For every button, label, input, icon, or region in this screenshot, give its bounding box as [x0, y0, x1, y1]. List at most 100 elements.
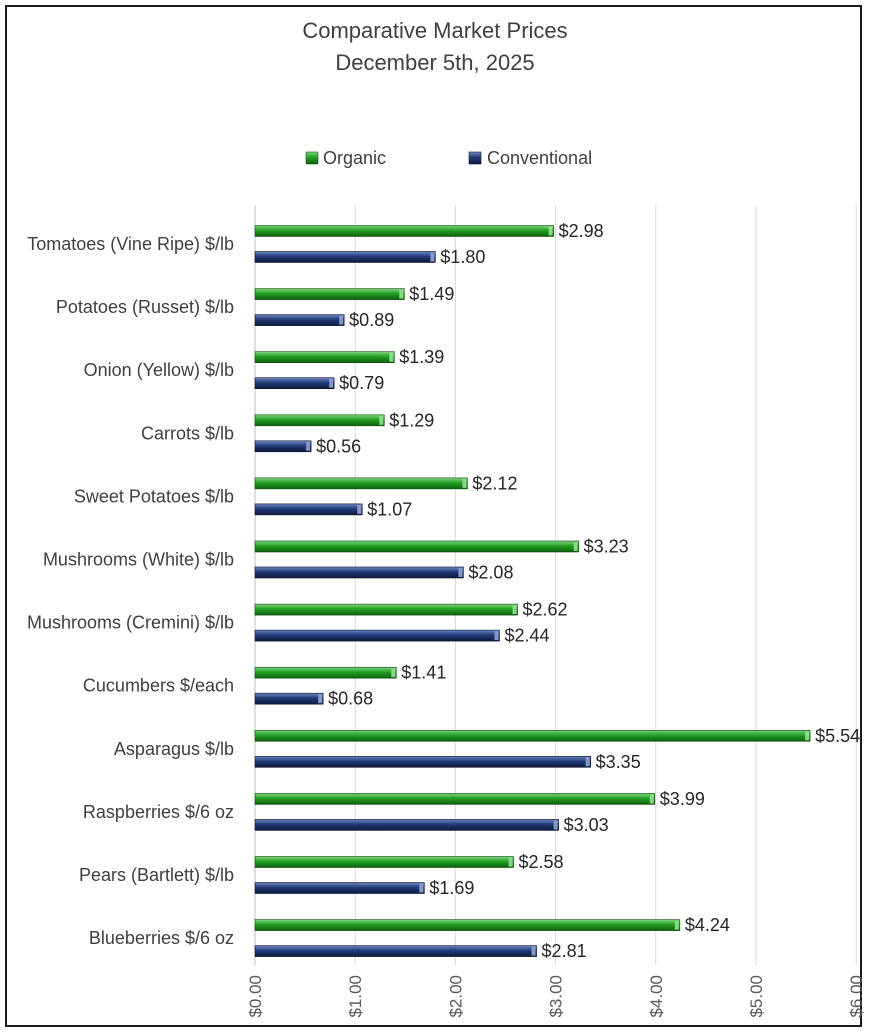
- bar-end-highlight: [329, 378, 334, 388]
- category-label: Onion (Yellow) $/lb: [84, 360, 234, 380]
- data-label-conventional: $3.03: [564, 815, 609, 835]
- bar-organic: [254, 856, 514, 868]
- bar-end-highlight: [458, 568, 463, 577]
- data-label-organic: $2.58: [519, 852, 564, 872]
- data-label-organic: $1.41: [401, 663, 446, 683]
- data-label-conventional: $1.69: [429, 878, 474, 898]
- bar-end-highlight: [399, 289, 404, 299]
- bar-conventional: [254, 819, 559, 831]
- x-axis-ticks: $0.00 $1.00 $2.00 $3.00 $4.00 $5.00 $6.00: [246, 975, 866, 1018]
- category-label: Raspberries $/6 oz: [83, 802, 234, 822]
- x-tick-label: $1.00: [346, 975, 365, 1018]
- data-labels: $2.98 $1.80 $1.49 $0.89$1.39 $0.79$1.29 $0.56…: [316, 221, 860, 961]
- bar-end-highlight: [357, 504, 362, 514]
- data-label-organic: $2.12: [472, 473, 517, 493]
- bars: [254, 225, 811, 957]
- data-label-conventional: $2.08: [468, 563, 513, 583]
- data-label-conventional: $0.56: [316, 436, 361, 456]
- data-label-conventional: $1.07: [367, 499, 412, 519]
- bar-organic: [254, 793, 656, 805]
- bar-end-highlight: [391, 668, 396, 678]
- data-label-organic: $2.62: [523, 600, 568, 620]
- data-label-organic: $1.39: [399, 347, 444, 367]
- x-tick-label: $5.00: [747, 975, 766, 1018]
- category-label: Mushrooms (Cremini) $/lb: [27, 613, 234, 633]
- chart-title: Comparative Market Prices: [302, 18, 567, 43]
- data-label-organic: $5.54: [815, 726, 860, 746]
- bar-organic: [254, 919, 681, 931]
- data-label-conventional: $0.89: [349, 310, 394, 330]
- category-labels: Tomatoes (Vine Ripe) $/lb Potatoes (Russe…: [27, 234, 234, 948]
- bar-conventional: [254, 503, 363, 516]
- data-label-conventional: $2.81: [542, 941, 587, 961]
- bar-organic: [254, 288, 405, 300]
- bar-organic: [254, 414, 385, 427]
- bar-end-highlight: [318, 694, 323, 704]
- bar-end-highlight: [462, 478, 467, 488]
- data-label-organic: $3.23: [584, 537, 629, 557]
- bar-conventional: [254, 314, 345, 326]
- category-label: Cucumbers $/each: [83, 676, 234, 696]
- x-tick-label: $0.00: [246, 975, 265, 1018]
- bar-conventional: [254, 945, 537, 957]
- gridlines: [254, 205, 857, 965]
- legend-label-conventional: Conventional: [487, 148, 592, 168]
- bar-end-highlight: [548, 226, 553, 236]
- data-label-conventional: $0.79: [339, 373, 384, 393]
- bar-conventional: [254, 566, 464, 579]
- data-label-organic: $3.99: [660, 789, 705, 809]
- category-label: Carrots $/lb: [141, 423, 234, 443]
- bar-conventional: [254, 440, 312, 453]
- category-label: Asparagus $/lb: [114, 739, 234, 759]
- bar-end-highlight: [339, 315, 344, 325]
- x-tick-label: $6.00: [847, 975, 866, 1018]
- bar-organic: [254, 351, 395, 364]
- bar-end-highlight: [379, 415, 384, 425]
- bar-end-highlight: [531, 946, 536, 956]
- category-label: Blueberries $/6 oz: [89, 928, 234, 948]
- bar-organic: [254, 477, 468, 490]
- category-label: Potatoes (Russet) $/lb: [56, 297, 234, 317]
- legend-swatch-conventional: [468, 151, 482, 165]
- bar-end-highlight: [419, 883, 424, 893]
- bar-conventional: [254, 882, 425, 894]
- bar-conventional: [254, 629, 500, 642]
- x-tick-label: $2.00: [446, 975, 465, 1018]
- data-label-organic: $1.49: [409, 284, 454, 304]
- data-label-organic: $2.98: [559, 221, 604, 241]
- bar-end-highlight: [805, 731, 810, 741]
- bar-conventional: [254, 755, 591, 768]
- bar-conventional: [254, 692, 324, 705]
- data-label-conventional: $1.80: [440, 247, 485, 267]
- bar-end-highlight: [553, 820, 558, 830]
- bar-end-highlight: [389, 352, 394, 362]
- data-label-organic: $4.24: [685, 915, 730, 935]
- bar-organic: [254, 540, 579, 553]
- category-label: Pears (Bartlett) $/lb: [79, 865, 234, 885]
- bar-conventional: [254, 377, 335, 390]
- legend-label-organic: Organic: [323, 148, 386, 168]
- bar-end-highlight: [306, 441, 311, 451]
- chart-subtitle: December 5th, 2025: [335, 50, 534, 75]
- bar-organic: [254, 729, 811, 742]
- category-label: Sweet Potatoes $/lb: [74, 486, 234, 506]
- bar-end-highlight: [512, 605, 517, 615]
- bar-end-highlight: [508, 857, 513, 867]
- bar-end-highlight: [585, 757, 590, 767]
- legend-swatch-organic: [305, 151, 319, 165]
- x-tick-label: $4.00: [647, 975, 666, 1018]
- x-tick-label: $3.00: [547, 975, 566, 1018]
- bar-conventional: [254, 251, 436, 263]
- data-label-organic: $1.29: [389, 410, 434, 430]
- bar-organic: [254, 666, 397, 679]
- bar-end-highlight: [430, 252, 435, 262]
- bar-end-highlight: [573, 542, 578, 551]
- bar-end-highlight: [494, 631, 499, 641]
- data-label-conventional: $3.35: [596, 752, 641, 772]
- bar-organic: [254, 225, 554, 237]
- category-label: Tomatoes (Vine Ripe) $/lb: [27, 234, 234, 254]
- data-label-conventional: $0.68: [328, 689, 373, 709]
- bar-organic: [254, 603, 518, 616]
- data-label-conventional: $2.44: [504, 626, 549, 646]
